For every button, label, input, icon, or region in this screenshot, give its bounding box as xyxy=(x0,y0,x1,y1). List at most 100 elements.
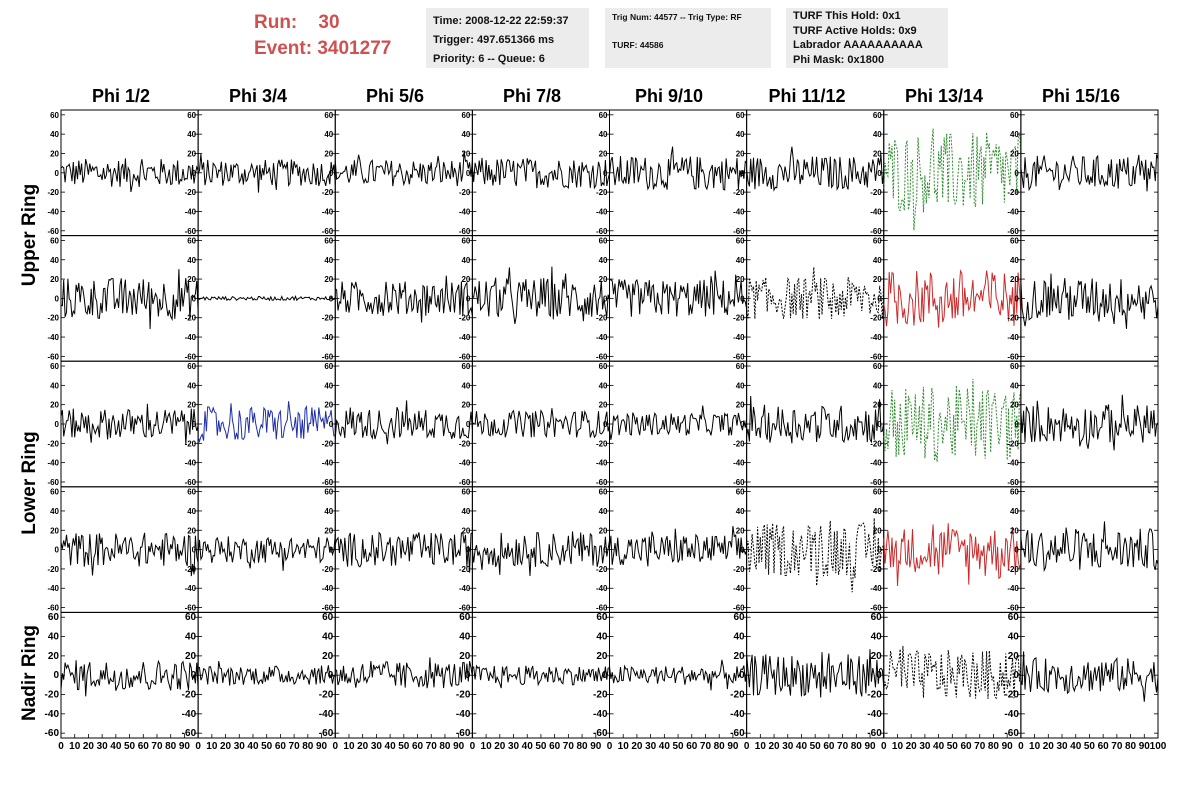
waveform-trace xyxy=(883,523,1022,587)
column-label-phi-7-8: Phi 7/8 xyxy=(502,86,562,106)
y-tick-label: 40 xyxy=(596,632,608,643)
y-tick-label: 0 xyxy=(55,546,60,555)
x-tick-label: 90 xyxy=(1002,741,1014,752)
y-tick-label: 20 xyxy=(324,401,333,410)
y-tick-label: -40 xyxy=(730,709,745,720)
y-tick-label: 40 xyxy=(187,130,196,139)
waveform-trace xyxy=(883,645,1022,700)
column-label-phi-11-12: Phi 11/12 xyxy=(768,86,846,106)
x-tick-label: 60 xyxy=(275,741,287,752)
y-tick-label: -20 xyxy=(867,690,882,701)
y-tick-label: 0 xyxy=(877,420,882,429)
y-tick-label: 60 xyxy=(187,111,196,120)
y-tick-label: 60 xyxy=(873,236,882,245)
y-tick-label: -40 xyxy=(47,459,59,468)
waveform-trace xyxy=(334,275,473,323)
labrador-text: Labrador AAAAAAAAAA xyxy=(793,39,923,51)
y-tick-label: 40 xyxy=(324,256,333,265)
x-tick-label: 90 xyxy=(179,741,191,752)
y-tick-label: 40 xyxy=(461,256,470,265)
y-tick-label: 20 xyxy=(873,526,882,535)
column-label-phi-13-14: Phi 13/14 xyxy=(904,86,984,106)
y-tick-label: 0 xyxy=(740,420,745,429)
y-tick-label: 40 xyxy=(50,507,59,516)
y-tick-label: 40 xyxy=(873,507,882,516)
y-tick-label: -40 xyxy=(319,709,334,720)
y-tick-label: 60 xyxy=(599,236,608,245)
panel-frame xyxy=(334,235,473,362)
event-value: 3401277 xyxy=(317,38,392,59)
y-tick-label: 60 xyxy=(50,111,59,120)
y-tick-label: -40 xyxy=(870,584,882,593)
y-tick-label: -20 xyxy=(730,690,745,701)
y-tick-label: 40 xyxy=(322,632,334,643)
y-tick-label: -20 xyxy=(870,188,882,197)
panel-frame xyxy=(60,611,199,739)
x-tick-label: 50 xyxy=(673,741,685,752)
y-tick-label: 0 xyxy=(877,294,882,303)
x-tick-label: 30 xyxy=(234,741,246,752)
turf-active-holds-text: TURF Active Holds: 0x9 xyxy=(793,24,917,37)
y-tick-label: -40 xyxy=(185,333,197,342)
x-tick-label: 60 xyxy=(823,741,835,752)
y-tick-label: -60 xyxy=(185,604,197,613)
panel-frame xyxy=(334,611,473,739)
y-tick-label: -20 xyxy=(322,188,334,197)
panel-frame xyxy=(883,486,1022,613)
y-tick-label: -40 xyxy=(1004,709,1019,720)
panel-frame xyxy=(1020,109,1159,237)
y-tick-label: 60 xyxy=(459,612,471,623)
x-tick-label: 30 xyxy=(1056,741,1068,752)
waveform-trace xyxy=(197,154,336,193)
x-tick-label: 40 xyxy=(1070,741,1082,752)
y-tick-label: -20 xyxy=(733,188,745,197)
y-tick-label: 0 xyxy=(192,294,197,303)
y-tick-label: 40 xyxy=(50,381,59,390)
y-tick-label: 60 xyxy=(461,236,470,245)
x-tick-label: 30 xyxy=(97,741,109,752)
y-tick-label: -60 xyxy=(733,352,745,361)
y-tick-label: 60 xyxy=(50,488,59,497)
y-tick-label: 40 xyxy=(736,507,745,516)
x-tick-label: 40 xyxy=(933,741,945,752)
waveform-trace xyxy=(746,267,885,320)
y-tick-label: 20 xyxy=(734,651,746,662)
waveform-trace xyxy=(1020,521,1159,573)
x-tick-label: 80 xyxy=(988,741,1000,752)
turf-text: TURF: 44586 xyxy=(612,40,664,50)
y-tick-label: -20 xyxy=(596,439,608,448)
y-tick-label: 40 xyxy=(187,381,196,390)
y-tick-label: 0 xyxy=(877,169,882,178)
x-tick-label: 70 xyxy=(837,741,849,752)
waveform-trace xyxy=(609,526,748,567)
x-tick-label: 10 xyxy=(892,741,904,752)
y-tick-label: -40 xyxy=(733,333,745,342)
x-tick-label: 80 xyxy=(577,741,589,752)
y-tick-label: 0 xyxy=(1014,294,1019,303)
y-tick-label: 0 xyxy=(466,420,471,429)
x-tick-label: 60 xyxy=(1098,741,1110,752)
y-tick-label: 20 xyxy=(461,401,470,410)
y-tick-label: 0 xyxy=(603,169,608,178)
x-tick-label: 10 xyxy=(343,741,355,752)
x-tick-label: 10 xyxy=(69,741,81,752)
waveform-trace xyxy=(883,128,1022,231)
y-tick-label: 60 xyxy=(187,362,196,371)
x-tick-label: 20 xyxy=(906,741,918,752)
y-tick-label: 20 xyxy=(185,651,197,662)
y-tick-label: -20 xyxy=(1007,565,1019,574)
y-tick-label: 0 xyxy=(329,294,334,303)
x-tick-label: 0 xyxy=(744,741,750,752)
panel-frame xyxy=(1020,486,1159,613)
y-tick-label: 20 xyxy=(1010,401,1019,410)
y-tick-label: 40 xyxy=(736,381,745,390)
y-tick-label: 60 xyxy=(873,111,882,120)
y-tick-label: -40 xyxy=(459,333,471,342)
x-tick-label: 20 xyxy=(357,741,369,752)
y-tick-label: 40 xyxy=(871,632,883,643)
y-tick-label: -40 xyxy=(596,459,608,468)
y-tick-label: 60 xyxy=(736,236,745,245)
y-tick-label: -60 xyxy=(45,728,60,739)
y-tick-label: -60 xyxy=(185,478,197,487)
y-tick-label: -20 xyxy=(459,565,471,574)
